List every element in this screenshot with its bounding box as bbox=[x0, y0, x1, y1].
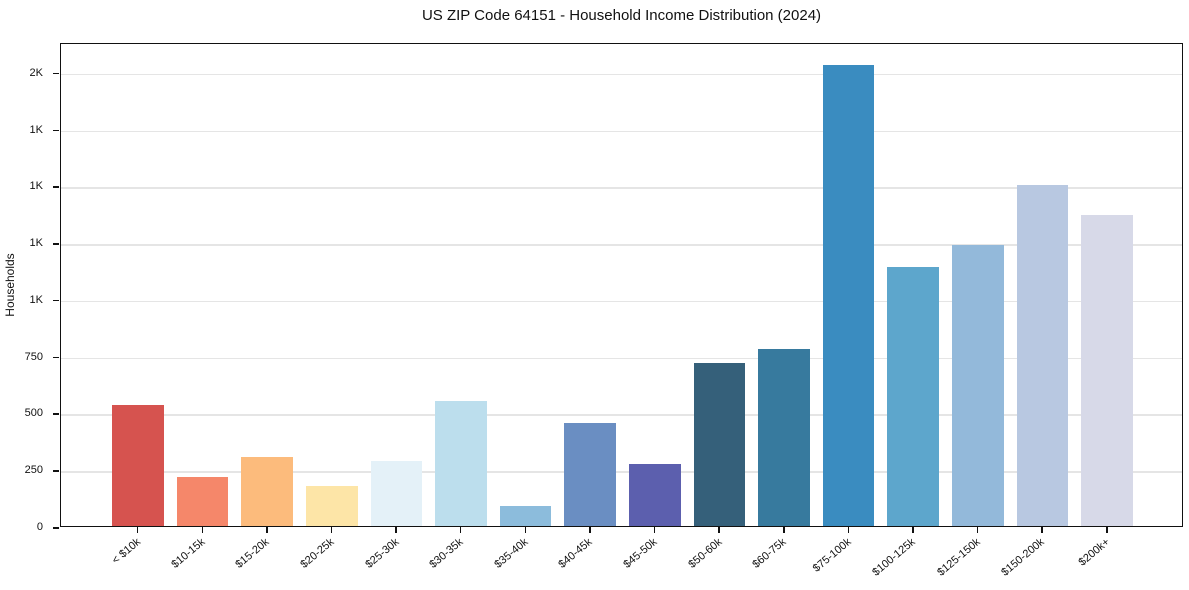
y-tick-label-text: 1K bbox=[29, 237, 43, 250]
x-tick-mark bbox=[653, 527, 656, 533]
y-tick-label-text: 750 bbox=[24, 350, 43, 363]
x-tick-label-text: $50-60k bbox=[685, 536, 725, 571]
x-tick-mark bbox=[136, 527, 139, 533]
bar-$10-15k bbox=[176, 476, 229, 526]
bar-$150-200k bbox=[1016, 185, 1069, 526]
y-tick-label-text: 250 bbox=[24, 464, 43, 477]
x-tick-mark bbox=[718, 527, 720, 533]
y-tick-label: 500 bbox=[0, 407, 52, 419]
y-tick-mark bbox=[53, 72, 59, 75]
y-tick-label-text: 0 bbox=[36, 521, 43, 533]
x-tick-mark bbox=[524, 527, 527, 533]
bar-$15-20k bbox=[241, 456, 293, 526]
x-tick-mark bbox=[201, 527, 203, 533]
y-tick-mark bbox=[53, 243, 59, 245]
bar-$100-125k bbox=[887, 266, 940, 526]
x-tick-label-text: $15-20k bbox=[233, 536, 272, 571]
x-tick-label-text: $40-45k bbox=[556, 536, 595, 571]
bar-$200k+ bbox=[1081, 214, 1133, 526]
y-tick-mark bbox=[53, 299, 59, 302]
x-tick-mark bbox=[912, 527, 914, 533]
y-tick-label: 750 bbox=[0, 351, 52, 363]
bar-$45-50k bbox=[628, 463, 681, 526]
y-tick-mark bbox=[53, 186, 59, 188]
bar-$20-25k bbox=[305, 486, 358, 526]
y-tick-mark bbox=[53, 129, 59, 132]
y-tick-label: 2K bbox=[0, 67, 52, 79]
gridline bbox=[61, 357, 1182, 360]
gridline bbox=[61, 73, 1182, 76]
y-tick-label-text: 1K bbox=[29, 293, 43, 306]
y-tick-mark bbox=[53, 470, 59, 472]
y-tick-label: 0 bbox=[0, 521, 52, 533]
x-tick-mark bbox=[847, 527, 850, 533]
gridline bbox=[61, 471, 1182, 473]
x-tick-label-text: $150-200k bbox=[999, 536, 1048, 579]
x-tick-label-text: $75-100k bbox=[810, 536, 854, 575]
y-tick-mark bbox=[53, 413, 59, 415]
y-tick-mark bbox=[53, 356, 59, 359]
gridline bbox=[61, 187, 1182, 189]
x-tick-mark bbox=[459, 527, 462, 533]
chart-title: US ZIP Code 64151 - Household Income Dis… bbox=[421, 7, 822, 24]
x-tick-label-text: $100-125k bbox=[870, 536, 918, 579]
x-tick-mark bbox=[266, 527, 268, 533]
plot-area bbox=[60, 43, 1183, 527]
bar-$40-45k bbox=[564, 422, 617, 526]
y-tick-label: 1K bbox=[0, 124, 52, 136]
x-tick-mark bbox=[330, 527, 333, 533]
x-tick-mark bbox=[1041, 527, 1043, 533]
y-tick-label-text: 500 bbox=[24, 407, 43, 420]
y-tick-label-text: 1K bbox=[29, 180, 43, 193]
gridline bbox=[61, 300, 1182, 303]
bar-$35-40k bbox=[499, 505, 552, 526]
gridline bbox=[61, 244, 1182, 246]
x-tick-label-text: $30-35k bbox=[427, 536, 466, 571]
x-tick-label-text: < $10k bbox=[109, 536, 143, 567]
x-tick-label-text: $20-25k bbox=[298, 536, 337, 571]
x-tick-mark bbox=[976, 527, 979, 533]
x-tick-mark bbox=[589, 527, 591, 533]
x-tick-label-text: $25-30k bbox=[362, 536, 402, 571]
x-tick-label-text: $200k+ bbox=[1076, 536, 1112, 569]
bar-$50-60k bbox=[693, 363, 746, 526]
x-tick-label-text: $60-75k bbox=[750, 536, 789, 571]
bar-$30-35k bbox=[435, 400, 487, 526]
bar-< $10k bbox=[112, 404, 164, 526]
x-tick-label-text: $45-50k bbox=[621, 536, 660, 571]
y-tick-label-text: 1K bbox=[29, 123, 43, 136]
x-tick-mark bbox=[395, 527, 397, 533]
x-tick-label-text: $125-150k bbox=[935, 536, 983, 579]
bar-$125-150k bbox=[952, 244, 1004, 526]
bar-$75-100k bbox=[822, 65, 875, 526]
x-tick-mark bbox=[783, 527, 785, 533]
y-tick-label: 1K bbox=[0, 237, 52, 249]
y-axis-title-text: Households bbox=[3, 253, 17, 317]
x-tick-label-text: $35-40k bbox=[492, 536, 531, 571]
y-tick-mark bbox=[53, 527, 59, 529]
gridline bbox=[61, 414, 1182, 416]
y-tick-label: 250 bbox=[0, 464, 52, 476]
x-tick-mark bbox=[1106, 527, 1108, 533]
bar-$60-75k bbox=[758, 349, 810, 526]
y-tick-label-text: 2K bbox=[29, 66, 43, 79]
x-tick-label-text: $10-15k bbox=[169, 536, 208, 571]
gridline bbox=[61, 130, 1182, 133]
bar-$25-30k bbox=[370, 460, 423, 526]
y-tick-label: 1K bbox=[0, 180, 52, 192]
y-tick-label: 1K bbox=[0, 294, 52, 306]
